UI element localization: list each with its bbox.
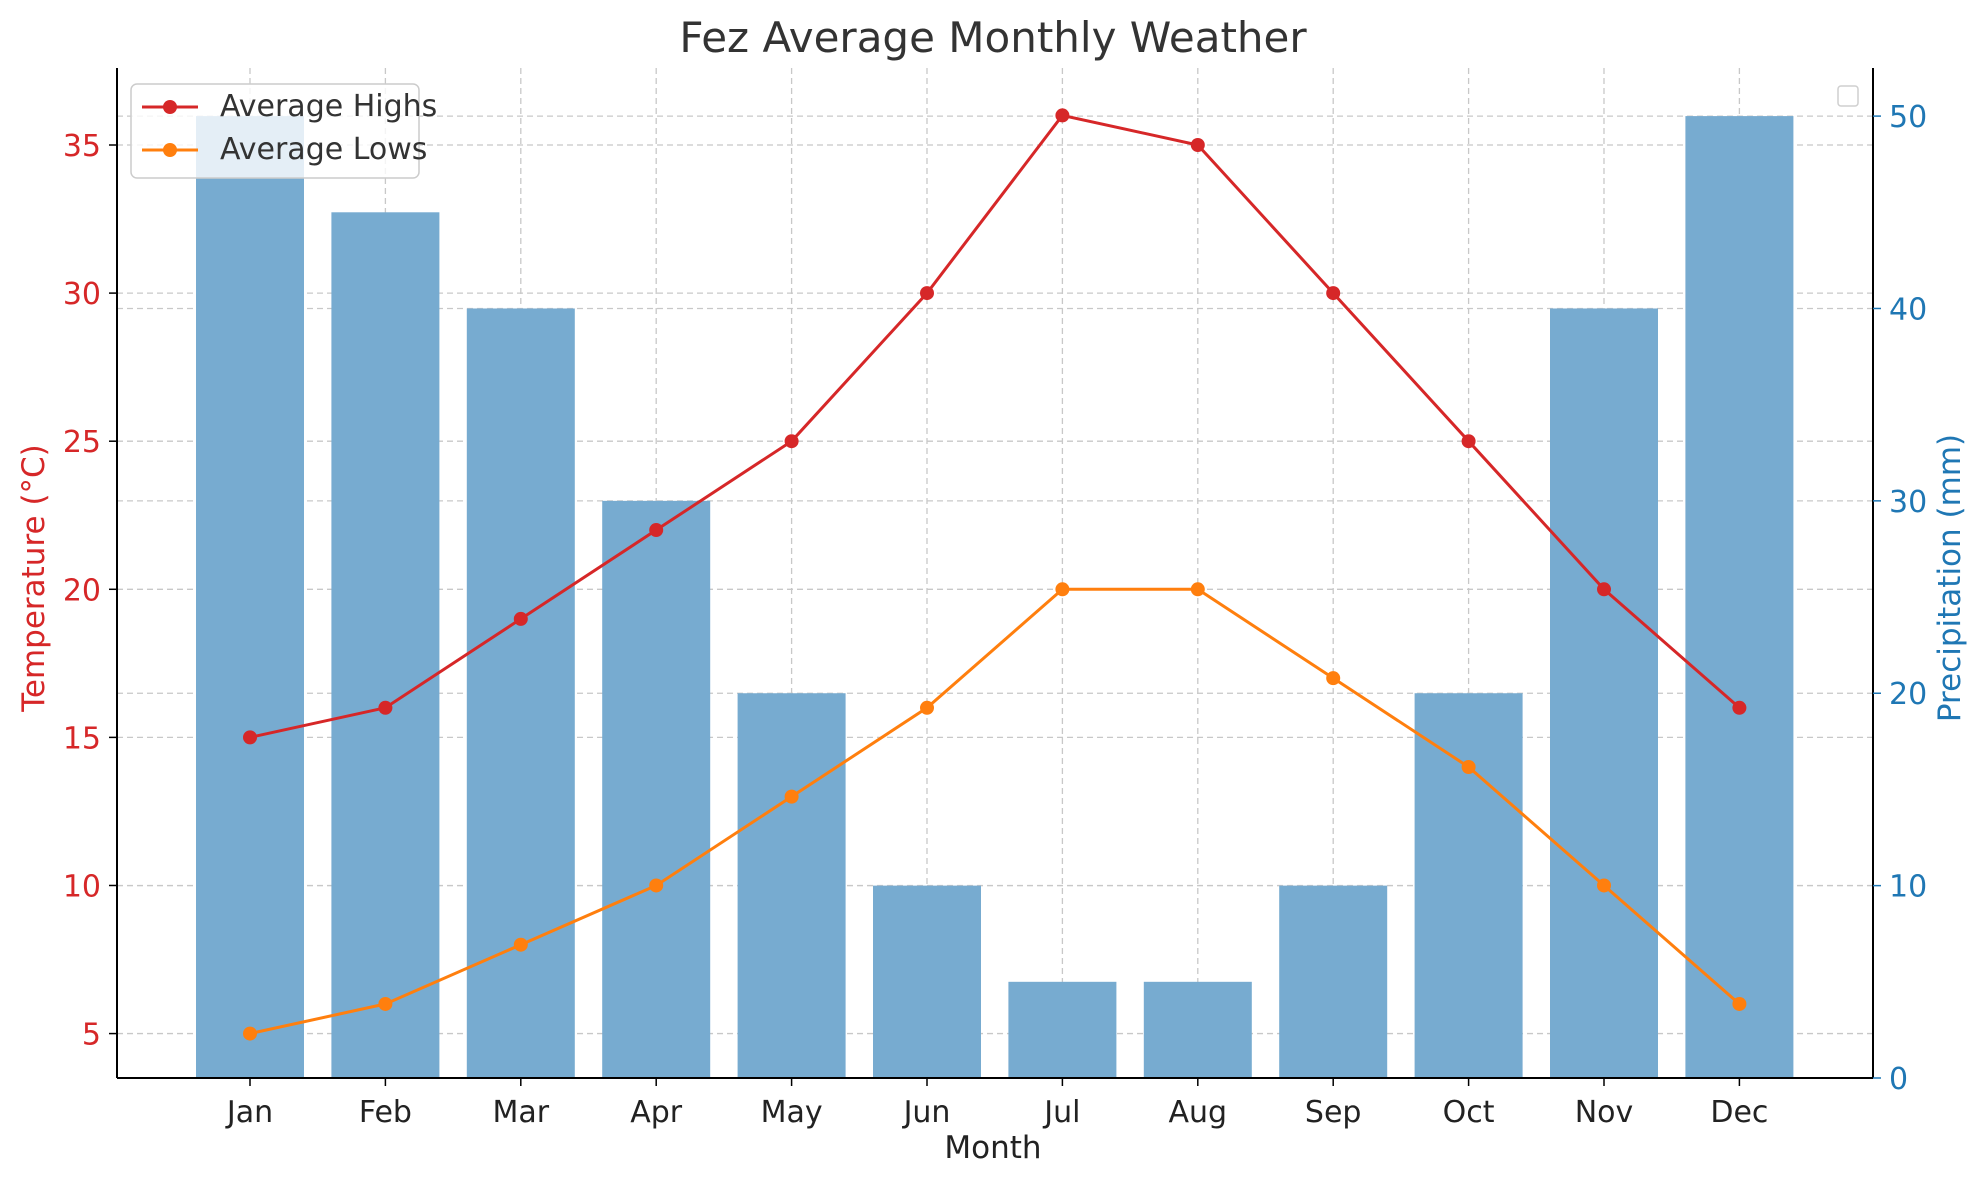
y-left-tick-label: 5 [82,1018,101,1053]
x-tick-label-mar: Mar [492,1095,549,1130]
temperature-lines [243,108,1747,1041]
chart-title: Fez Average Monthly Weather [679,13,1307,62]
highs-point-sep [1326,286,1341,301]
highs-point-jun [920,286,934,301]
lows-point-jul [1055,582,1070,597]
legend-label-highs: Average Highs [220,89,437,124]
x-tick-label-nov: Nov [1575,1095,1634,1130]
x-tick-label-apr: Apr [630,1095,683,1130]
highs-point-aug [1190,138,1205,153]
y-right-tick-label: 20 [1889,677,1927,712]
lows-point-aug [1190,582,1205,597]
lows-point-mar [513,937,528,952]
x-tick-label-aug: Aug [1169,1095,1228,1130]
x-tick-label-oct: Oct [1443,1095,1495,1130]
precipitation-bar-aug [1143,981,1252,1078]
y-left-tick-label: 35 [63,129,101,164]
axes: Jan Feb Mar Apr May Jun Jul Aug Sep Oct Nov Dec 5 10 1… [63,68,1927,1130]
highs-point-feb [378,700,393,715]
x-tick-label-jul: Jul [1042,1095,1080,1130]
x-tick-label-jun: Jun [902,1095,951,1130]
x-tick-label-may: May [761,1095,823,1130]
lows-point-dec [1732,996,1747,1011]
precipitation-bars [196,116,1794,1079]
lows-point-feb [378,996,393,1011]
y-right-tick-label: 30 [1889,485,1927,520]
y-axis-left-label: Temperature (°C) [16,444,52,713]
highs-point-jan [243,730,257,745]
y-right-tick-label: 50 [1889,100,1927,135]
x-tick-label-dec: Dec [1710,1095,1768,1130]
highs-point-apr [649,523,664,538]
y-left-tick-label: 15 [63,721,101,756]
precipitation-bar-jan [196,116,304,1079]
legend-label-lows: Average Lows [220,132,427,167]
precipitation-bar-dec [1685,116,1794,1079]
y-left-tick-label: 10 [63,869,101,904]
lows-point-may [784,789,799,804]
highs-point-dec [1732,700,1747,715]
average-highs-line [249,113,1741,739]
lows-point-jan [243,1026,257,1041]
legend-marker [163,143,177,157]
highs-point-jul [1055,108,1070,123]
y-left-tick-label: 20 [63,573,101,608]
highs-point-mar [513,611,528,626]
x-tick-label-sep: Sep [1305,1095,1362,1130]
lows-point-apr [649,878,664,893]
precipitation-bar-oct [1414,693,1523,1078]
legend: Average Highs Average Lows [130,83,437,179]
lows-point-nov [1597,878,1611,893]
precipitation-bar-jun [873,885,981,1078]
x-tick-label-feb: Feb [359,1095,412,1130]
highs-point-oct [1461,434,1476,449]
x-axis-label: Month [944,1130,1041,1166]
precipitation-bar-nov [1550,308,1658,1078]
highs-point-may [784,434,799,449]
y-left-tick-label: 30 [63,277,101,312]
lows-point-sep [1326,671,1341,686]
precipitation-bar-feb [331,212,440,1079]
average-lows-line [249,587,1741,1036]
legend-marker [163,100,177,114]
y-right-tick-label: 10 [1889,870,1927,905]
highs-point-nov [1597,582,1611,597]
lows-point-jun [920,700,934,715]
x-tick-label-jan: Jan [225,1095,273,1130]
empty-legend-box [1837,85,1859,107]
lows-point-oct [1461,760,1476,775]
y-axis-right-label: Precipitation (mm) [1932,434,1968,722]
precipitation-bar-jul [1008,981,1117,1078]
y-left-tick-label: 25 [63,425,101,460]
precipitation-bar-apr [602,500,711,1078]
precipitation-bar-may [737,693,846,1078]
y-right-tick-label: 40 [1889,292,1927,327]
precipitation-bar-sep [1279,885,1388,1078]
y-right-tick-label: 0 [1889,1062,1908,1097]
legend-box [130,83,420,179]
